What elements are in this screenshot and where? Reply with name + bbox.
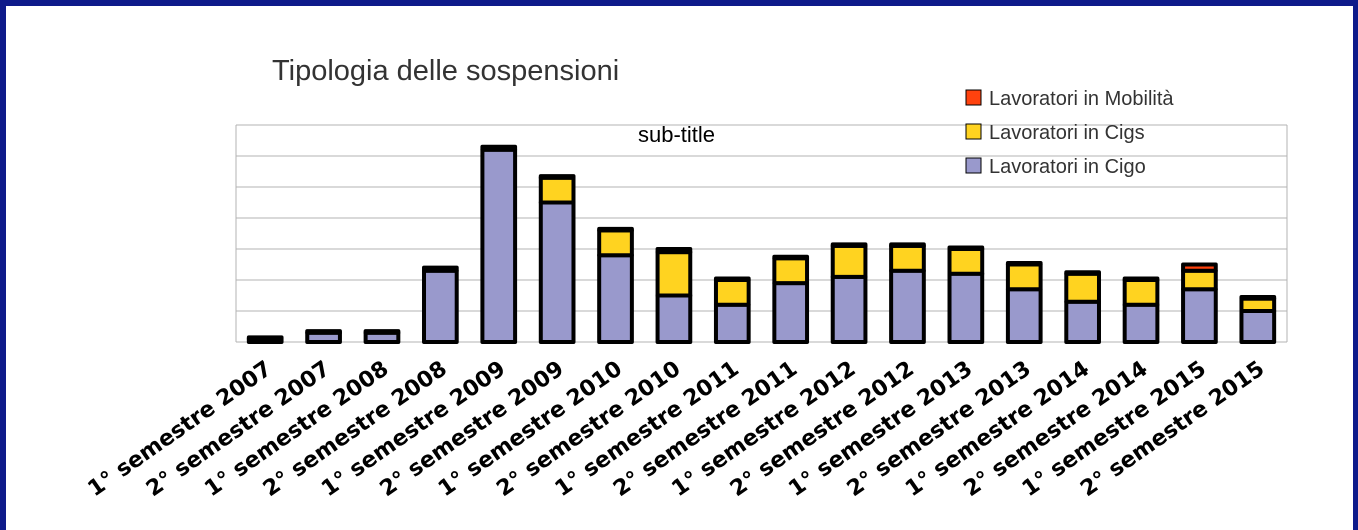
- bar-1-14: [1005, 287, 1043, 344]
- legend-label-2: Lavoratori in Cigs: [989, 122, 1145, 144]
- bar-2-14: [1005, 262, 1043, 292]
- bar-2-2: [305, 329, 342, 335]
- bars: [246, 144, 1277, 345]
- bar-2-8: [655, 250, 693, 298]
- bar-3-16: [1122, 276, 1160, 283]
- bar-3-15: [1064, 270, 1101, 276]
- bar-2-12: [889, 243, 926, 273]
- bar-1-7: [597, 253, 634, 344]
- bar-2-17: [1181, 268, 1218, 292]
- chart-subtitle: sub-title: [638, 122, 715, 147]
- bar-1-10: [772, 281, 810, 345]
- bar-1-9: [713, 302, 751, 344]
- bar-2-16: [1122, 278, 1160, 307]
- bar-2-5: [480, 144, 518, 152]
- legend-swatch-1: [965, 89, 982, 106]
- bar-3-7: [597, 226, 634, 233]
- bar-1-8: [655, 293, 693, 344]
- bar-2-4: [422, 265, 459, 273]
- bar-1-11: [830, 274, 868, 344]
- bar-3-12: [889, 242, 926, 248]
- bar-2-6: [538, 175, 576, 205]
- chart-title: Tipologia delle sospensioni: [272, 55, 619, 87]
- legend-label-3: Lavoratori in Cigo: [989, 156, 1146, 178]
- bar-1-6: [538, 200, 576, 344]
- bar-3-10: [772, 254, 810, 261]
- bar-1-13: [947, 271, 985, 344]
- bar-3-8: [655, 247, 693, 255]
- bar-3-14: [1005, 260, 1043, 267]
- bar-2-13: [947, 247, 985, 276]
- bar-1-16: [1122, 302, 1160, 344]
- bar-2-1: [246, 335, 284, 341]
- bar-1-15: [1064, 299, 1101, 345]
- gridlines: [235, 124, 1288, 343]
- bar-3-9: [713, 276, 751, 283]
- bar-2-7: [597, 228, 634, 258]
- bar-2-9: [713, 278, 751, 307]
- bar-1-12: [889, 268, 926, 345]
- bar-1-18: [1239, 309, 1277, 344]
- bar-3-11: [830, 242, 868, 248]
- bar-3-18: [1239, 295, 1277, 301]
- bar-3-6: [538, 174, 576, 180]
- bar-3-13: [947, 245, 985, 251]
- legend-swatch-3: [965, 157, 982, 174]
- bar-1-4: [422, 268, 459, 345]
- legend: Lavoratori in Mobilità Lavoratori in Cigs…: [965, 88, 1174, 178]
- legend-swatch-2: [965, 123, 982, 140]
- bar-3-17: [1181, 262, 1218, 273]
- bar-1-17: [1181, 287, 1218, 344]
- legend-label-1: Lavoratori in Mobilità: [989, 88, 1174, 110]
- bar-2-11: [830, 243, 868, 279]
- bar-2-10: [772, 256, 810, 286]
- bar-2-15: [1064, 271, 1101, 304]
- bar-2-3: [363, 329, 401, 335]
- bar-1-5: [480, 147, 518, 344]
